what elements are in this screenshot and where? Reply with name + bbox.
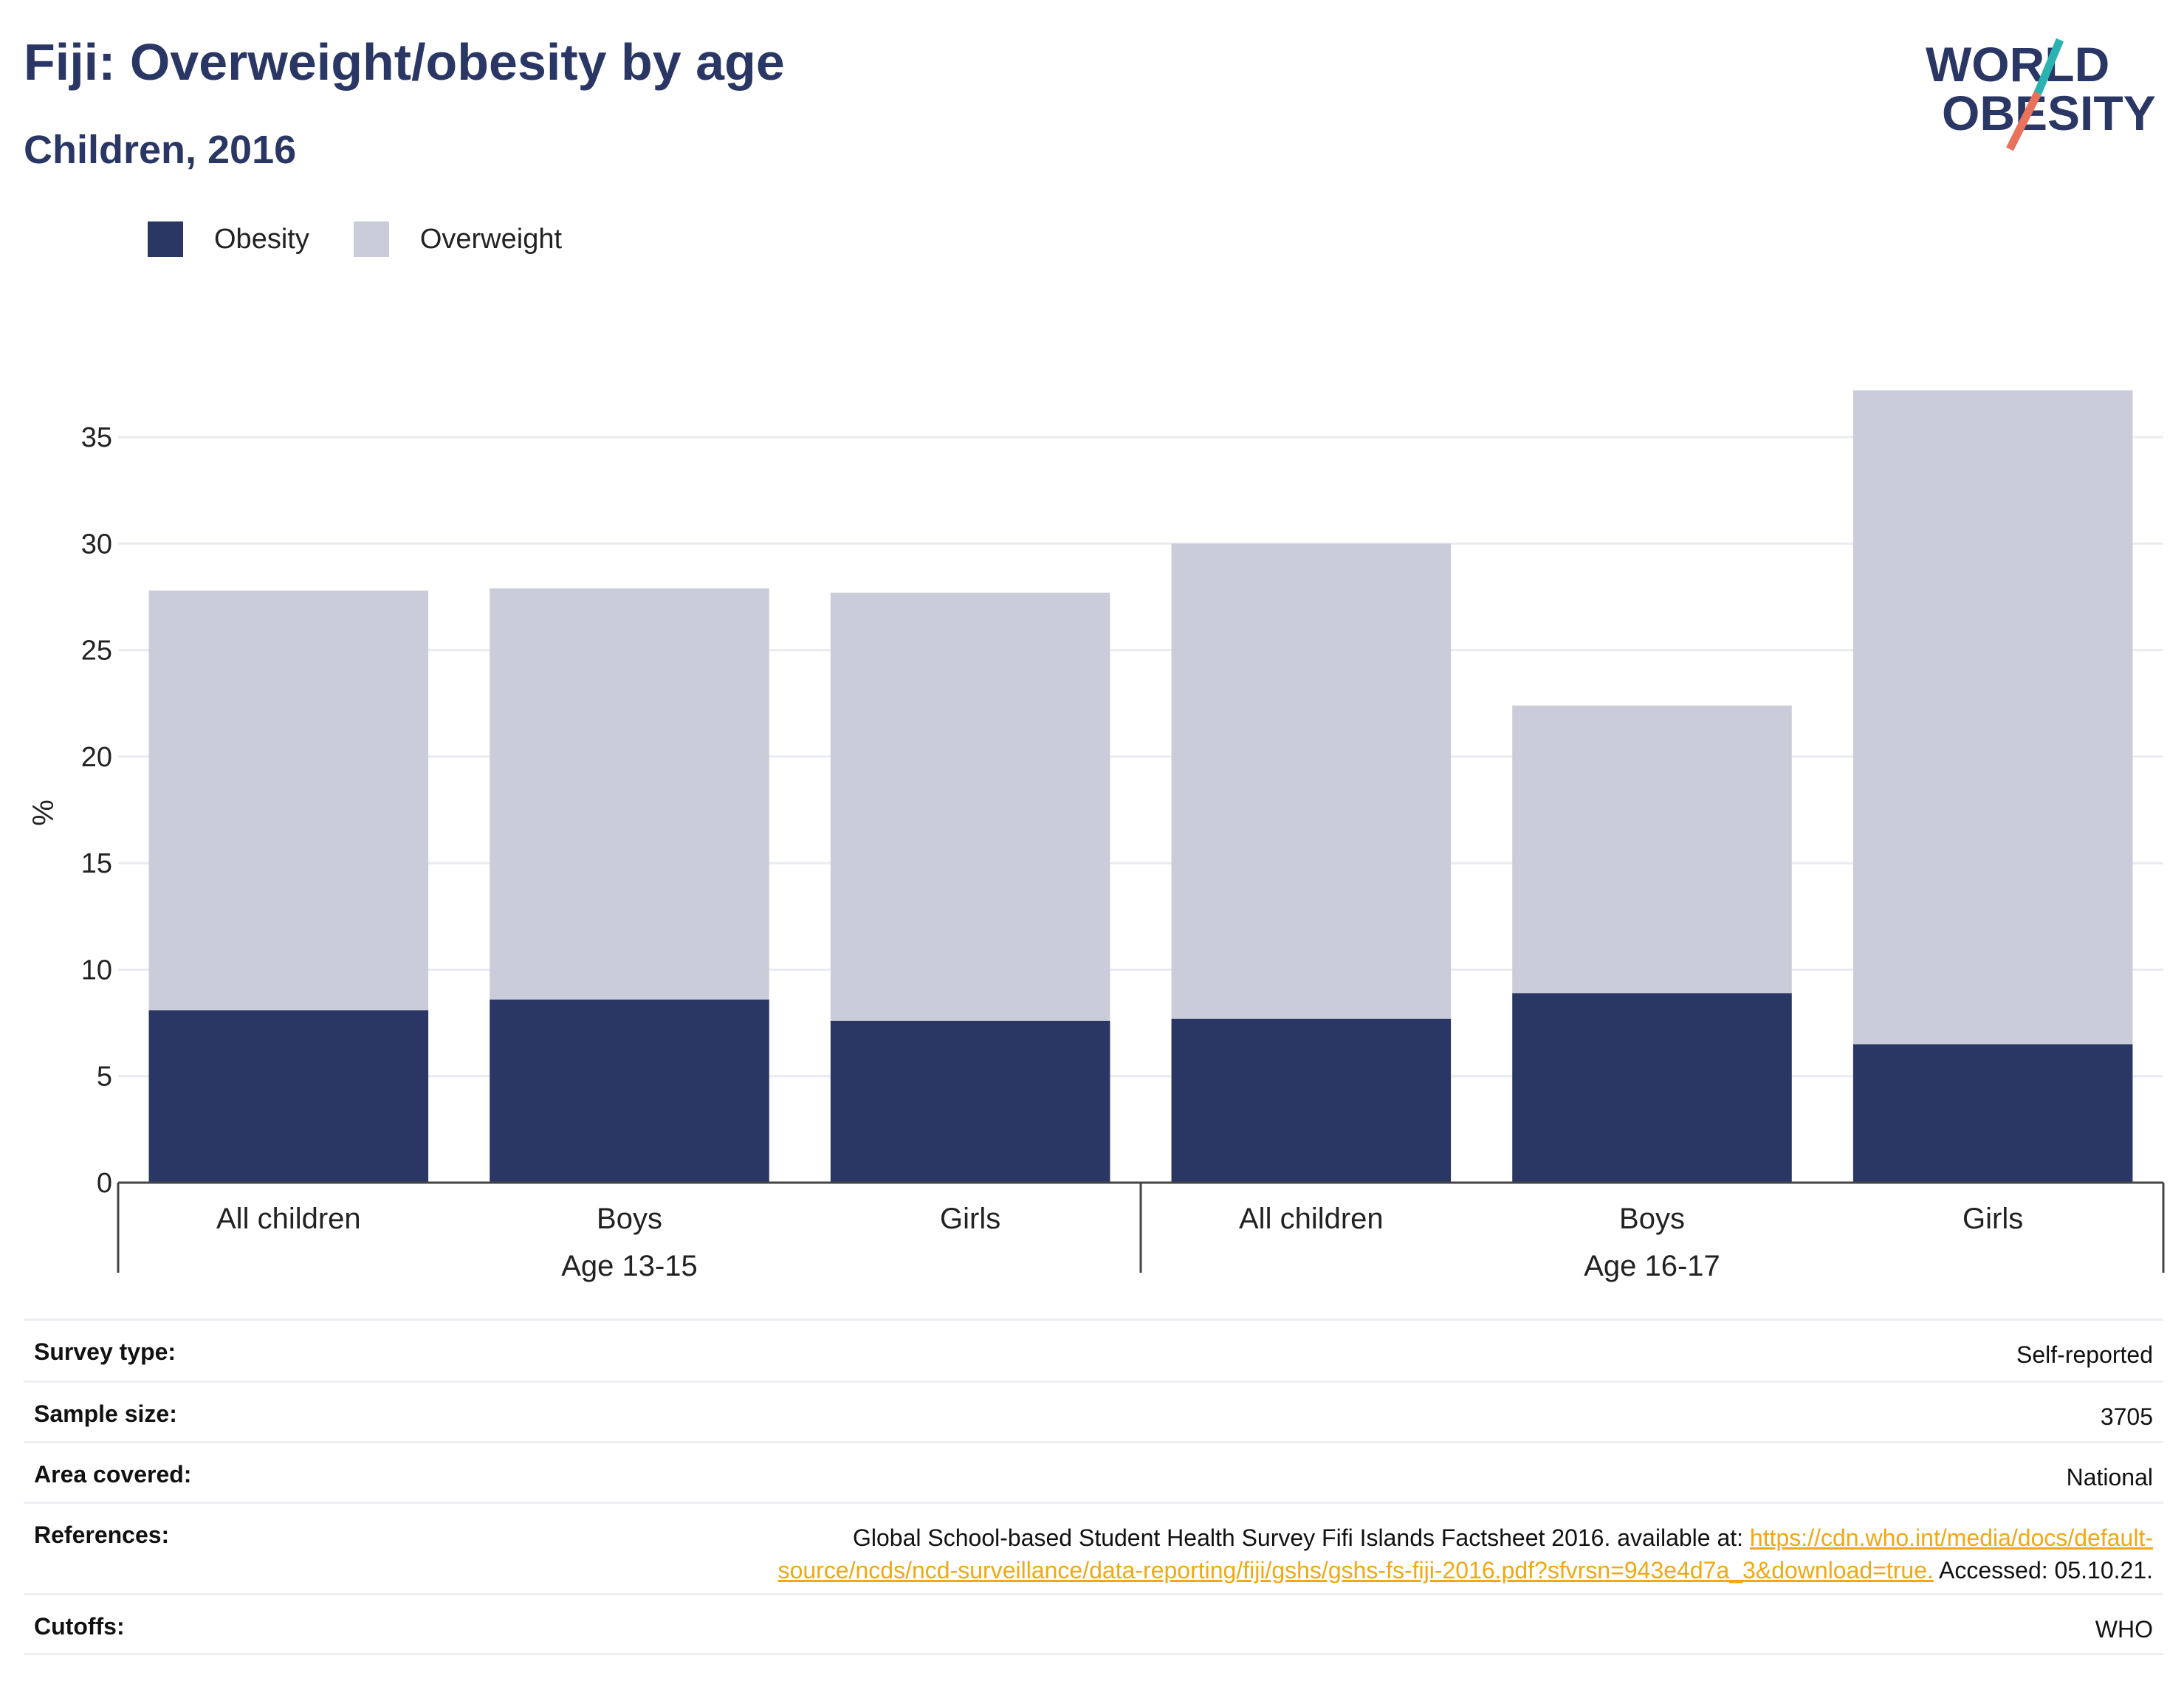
references-value: Global School-based Student Health Surve… [778,1522,2153,1586]
y-tick-label-35: 35 [81,422,112,453]
references-link-part-1[interactable]: https://cdn.who.int/media/docs/default- [1749,1524,2153,1551]
x-tick-label-2: Boys [597,1203,662,1235]
x-tick-label-1: All children [216,1203,361,1235]
bar-overweight-2 [490,588,769,1000]
logo-slash-bottom [2006,91,2042,151]
survey-type-value: Self-reported [2016,1341,2153,1368]
y-tick-label-20: 20 [81,742,112,773]
metadata-table: Survey type: Self-reported Sample size: … [24,1318,2163,1655]
bar-overweight-3 [830,592,1110,1021]
meta-row-cutoffs: Cutoffs: WHO [24,1593,2163,1655]
survey-type-label: Survey type: [34,1338,176,1365]
x-tick-label-6: Girls [1962,1203,2023,1235]
bar-chart: 0 5 10 15 20 25 30 35% All children Boys Girls All … [27,390,2165,1282]
x-group-label-1: Age 13-15 [561,1250,698,1282]
y-tick-label-5: 5 [97,1062,112,1093]
y-tick-label-15: 15 [81,848,112,879]
legend-label-obesity: Obesity [214,223,309,255]
chart-subtitle: Children, 2016 [24,128,297,172]
meta-row-area-covered: Area covered: National [24,1441,2163,1502]
cutoffs-value: WHO [2095,1616,2153,1643]
x-tick-label-3: Girls [940,1203,1000,1235]
sample-size-label: Sample size: [34,1400,177,1427]
meta-row-survey-type: Survey type: Self-reported [24,1318,2163,1381]
chart-legend: Obesity Overweight [148,219,606,260]
references-line-1: Global School-based Student Health Surve… [778,1522,2153,1554]
references-label: References: [34,1522,170,1548]
x-tick-label-4: All children [1239,1203,1384,1235]
sample-size-value: 3705 [2100,1403,2153,1430]
x-group-label-2: Age 16-17 [1584,1250,1720,1282]
bar-obesity-6 [1852,1044,2133,1183]
legend-item-obesity[interactable]: Obesity [148,221,309,257]
bar-obesity-1 [148,1010,429,1183]
bar-obesity-3 [830,1020,1110,1183]
legend-item-overweight[interactable]: Overweight [353,221,563,257]
x-tick-label-5: Boys [1619,1203,1685,1235]
legend-label-overweight: Overweight [419,223,563,255]
y-tick-label-25: 25 [81,636,112,667]
y-tick-label-0: 0 [97,1168,112,1199]
area-covered-value: National [2066,1464,2153,1491]
cutoffs-label: Cutoffs: [34,1613,125,1640]
logo-line-world: WORLD [1926,37,2109,92]
logo-slash-top [2033,38,2064,95]
references-link-part-2[interactable]: source/ncds/ncd-surveillance/data-report… [777,1557,1934,1584]
legend-swatch-overweight [353,221,389,257]
bar-overweight-5 [1512,705,1792,994]
logo-line-obesity: OBESITY [1942,86,2156,140]
meta-row-references: References: Global School-based Student … [24,1502,2163,1593]
bar-overweight-1 [148,590,429,1011]
legend-swatch-obesity [148,221,183,257]
y-axis-label: % [27,800,60,826]
y-tick-label-10: 10 [81,955,112,986]
references-accessed: Accessed: 05.10.21. [1933,1557,2153,1584]
chart-title: Fiji: Overweight/obesity by age [24,33,785,91]
y-tick-label-30: 30 [81,529,112,560]
references-text: Global School-based Student Health Surve… [853,1524,1750,1551]
bar-obesity-5 [1512,993,1792,1183]
world-obesity-logo: WORLD OBESITY [1926,37,2156,151]
references-line-2: source/ncds/ncd-surveillance/data-report… [778,1554,2153,1586]
area-covered-label: Area covered: [34,1461,192,1488]
bar-overweight-4 [1171,543,1452,1019]
bar-obesity-2 [490,999,769,1183]
bar-overweight-6 [1852,390,2133,1045]
meta-row-sample-size: Sample size: 3705 [24,1381,2163,1441]
bar-obesity-4 [1171,1018,1452,1183]
